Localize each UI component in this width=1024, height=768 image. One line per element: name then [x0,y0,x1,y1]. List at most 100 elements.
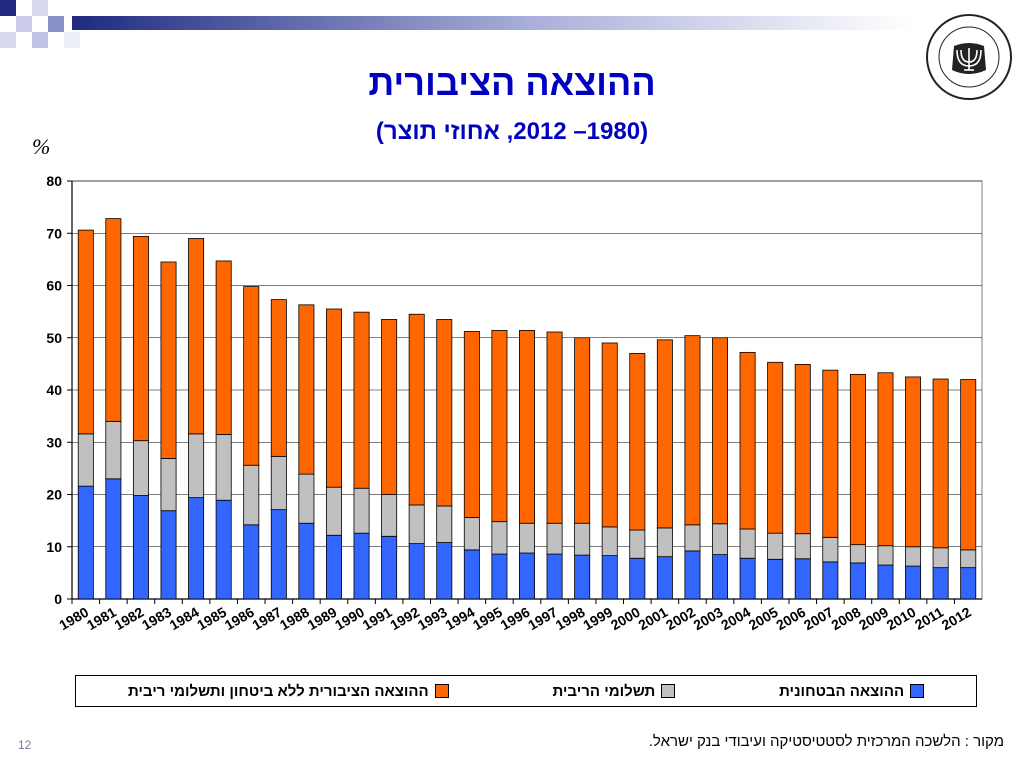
deco-square [64,32,80,48]
bar-segment-civilian [601,342,618,528]
y-tick-label: 70 [46,225,62,241]
bar-segment-defense [574,554,591,600]
bar-segment-civilian [436,319,453,507]
bar-segment-civilian [767,361,784,534]
bar-segment-civilian [325,308,342,488]
bar-segment-interest [574,522,591,556]
deco-square [16,16,32,32]
source-note: מקור : הלשכה המרכזית לסטטיסטיקה ועיבודי … [648,733,1004,750]
bar-segment-defense [546,553,563,600]
bar-segment-interest [960,549,977,569]
y-tick-label: 80 [46,173,62,189]
y-tick-label: 30 [46,434,62,450]
bar-segment-civilian [712,337,729,525]
bar-segment-defense [105,478,122,600]
bar-segment-civilian [270,299,287,457]
bar-segment-interest [684,524,701,552]
corner-decoration [0,0,100,50]
bar-segment-interest [905,546,922,567]
bar-segment-interest [712,523,729,555]
bar-segment-interest [629,529,646,559]
bar-segment-defense [601,555,618,600]
y-tick-label: 10 [46,539,62,555]
bar-segment-defense [381,535,398,600]
bar-segment-civilian [877,372,894,547]
bar-segment-interest [270,455,287,511]
bar-segment-civilian [132,235,149,442]
legend-label-defense: ההוצאה הבטחונית [779,682,905,700]
bar-segment-defense [656,556,673,600]
slide-subtitle: (1980– 2012, אחוזי תוצר) [375,118,649,145]
page-number: 12 [18,738,32,752]
bar-segment-defense [849,562,866,600]
bar-segment-interest [188,433,205,499]
deco-square [32,0,48,16]
bar-segment-civilian [574,337,591,524]
bar-segment-interest [849,544,866,564]
bar-segment-defense [822,561,839,600]
bar-segment-civilian [353,311,370,489]
bar-segment-civilian [905,376,922,548]
bar-segment-defense [712,554,729,600]
bar-segment-defense [794,558,811,600]
bar-segment-interest [463,517,480,551]
bar-segment-defense [215,499,232,600]
y-tick-label: 60 [46,278,62,294]
bar-segment-civilian [822,369,839,538]
bar-segment-defense [188,497,205,600]
y-tick-label: 50 [46,330,62,346]
bar-segment-defense [353,532,370,600]
chart-legend: ההוצאה הבטחונית תשלומי הריבית ההוצאה הצי… [75,675,977,707]
legend-item-interest: תשלומי הריבית [552,683,676,700]
bar-segment-defense [408,543,425,600]
bar-segment-interest [491,521,508,555]
bar-segment-interest [243,464,260,526]
bar-segment-defense [491,553,508,600]
bar-segment-civilian [408,313,425,506]
deco-square [48,16,64,32]
legend-item-defense: ההוצאה הבטחונית [779,682,925,700]
bar-segment-interest [325,486,342,536]
bar-segment-interest [546,522,563,555]
bar-segment-interest [739,528,756,559]
x-tick-label: 2012 [939,604,974,634]
legend-swatch-interest [661,684,676,698]
bar-segment-civilian [105,218,122,422]
bar-segment-defense [463,549,480,600]
bar-segment-civilian [656,339,673,529]
bar-segment-civilian [298,304,315,475]
bar-segment-civilian [243,286,260,466]
bar-segment-civilian [849,373,866,546]
y-tick-label: 40 [46,382,62,398]
bar-segment-defense [132,495,149,600]
bar-segment-defense [436,542,453,600]
bar-segment-interest [77,433,94,487]
bar-segment-interest [601,526,618,557]
bank-of-israel-logo [926,14,1012,100]
bar-segment-interest [408,504,425,545]
y-tick-label: 20 [46,487,62,503]
bar-segment-interest [215,434,232,501]
bar-segment-defense [243,524,260,600]
bar-segment-interest [298,473,315,524]
bar-segment-civilian [519,330,535,524]
bar-segment-interest [877,545,894,566]
bar-segment-interest [519,522,535,554]
bar-segment-civilian [381,319,398,495]
bar-segment-interest [436,505,453,543]
bar-segment-civilian [960,379,977,551]
bar-segment-interest [105,420,122,480]
bar-segment-defense [739,557,756,600]
bar-segment-defense [325,534,342,600]
bar-segment-interest [381,494,398,537]
legend-item-civilian: ההוצאה הציבורית ללא ביטחון ותשלומי ריבית [128,683,449,700]
bar-segment-civilian [546,331,563,524]
legend-swatch-defense [910,684,925,698]
bar-segment-defense [298,522,315,600]
bar-segment-defense [960,567,977,600]
bar-segment-interest [794,533,811,560]
bar-segment-civilian [739,351,756,530]
bar-segment-defense [77,485,94,600]
legend-label-civilian: ההוצאה הציבורית ללא ביטחון ותשלומי ריבית [127,682,429,700]
bar-segment-defense [270,509,287,600]
